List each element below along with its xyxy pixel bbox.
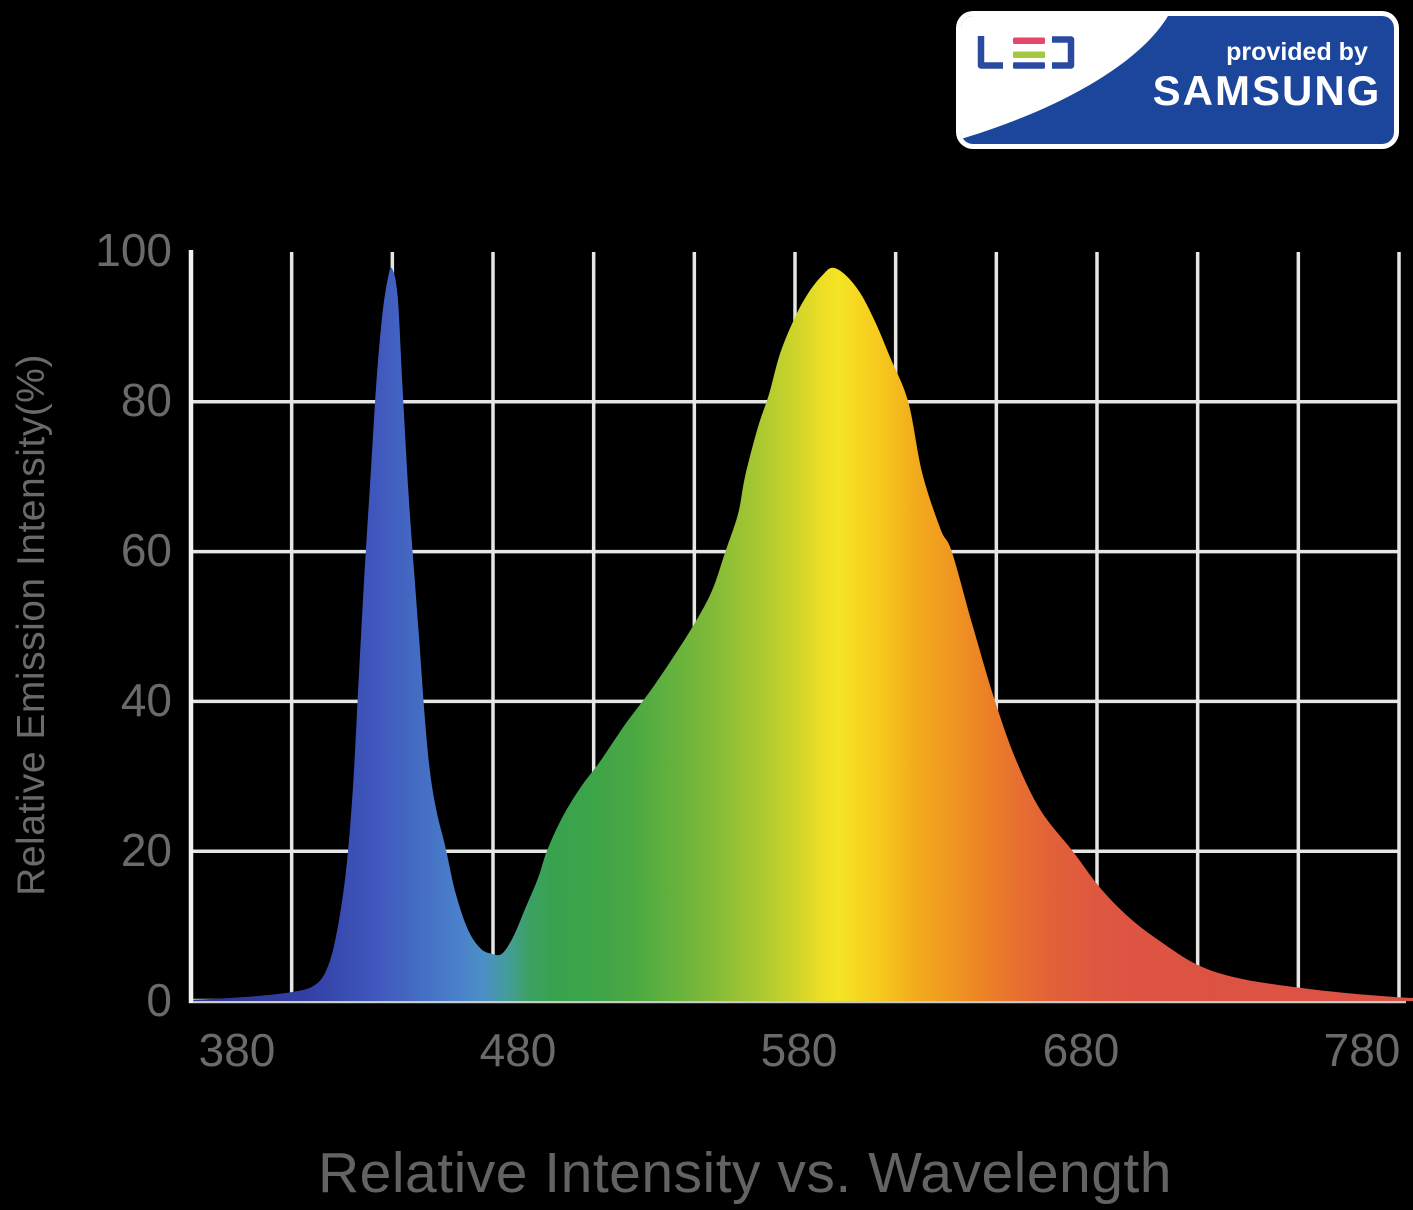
led-letter-e-bottom-bar: [1013, 62, 1045, 69]
x-tick-label-380: 380: [199, 1024, 276, 1076]
led-letter-e-top-bar: [1013, 37, 1045, 44]
samsung-led-logo: provided by SAMSUNG: [956, 11, 1399, 149]
y-tick-label-100: 100: [95, 224, 172, 276]
led-letter-l: [977, 36, 1003, 69]
x-tick-label-680: 680: [1043, 1024, 1120, 1076]
x-tick-label-580: 580: [761, 1024, 838, 1076]
y-tick-label-20: 20: [121, 824, 172, 876]
provided-by-label: provided by: [1226, 38, 1368, 66]
led-icon: [977, 36, 1075, 69]
x-tick-label-780: 780: [1324, 1024, 1401, 1076]
x-tick-label-480: 480: [480, 1024, 557, 1076]
y-axis-title: Relative Emission Intensity(%): [10, 354, 53, 896]
y-tick-label-60: 60: [121, 524, 172, 576]
samsung-wordmark: SAMSUNG: [1153, 67, 1382, 114]
y-tick-label-0: 0: [146, 974, 172, 1026]
y-tick-label-40: 40: [121, 674, 172, 726]
spectrum-area-path: [191, 267, 1413, 1001]
led-letter-e-mid-bar: [1013, 51, 1045, 58]
x-axis-title: Relative Intensity vs. Wavelength: [318, 1141, 1172, 1205]
y-tick-label-80: 80: [121, 374, 172, 426]
logo-swoosh: [961, 16, 1168, 139]
led-letter-d: [1052, 36, 1075, 69]
